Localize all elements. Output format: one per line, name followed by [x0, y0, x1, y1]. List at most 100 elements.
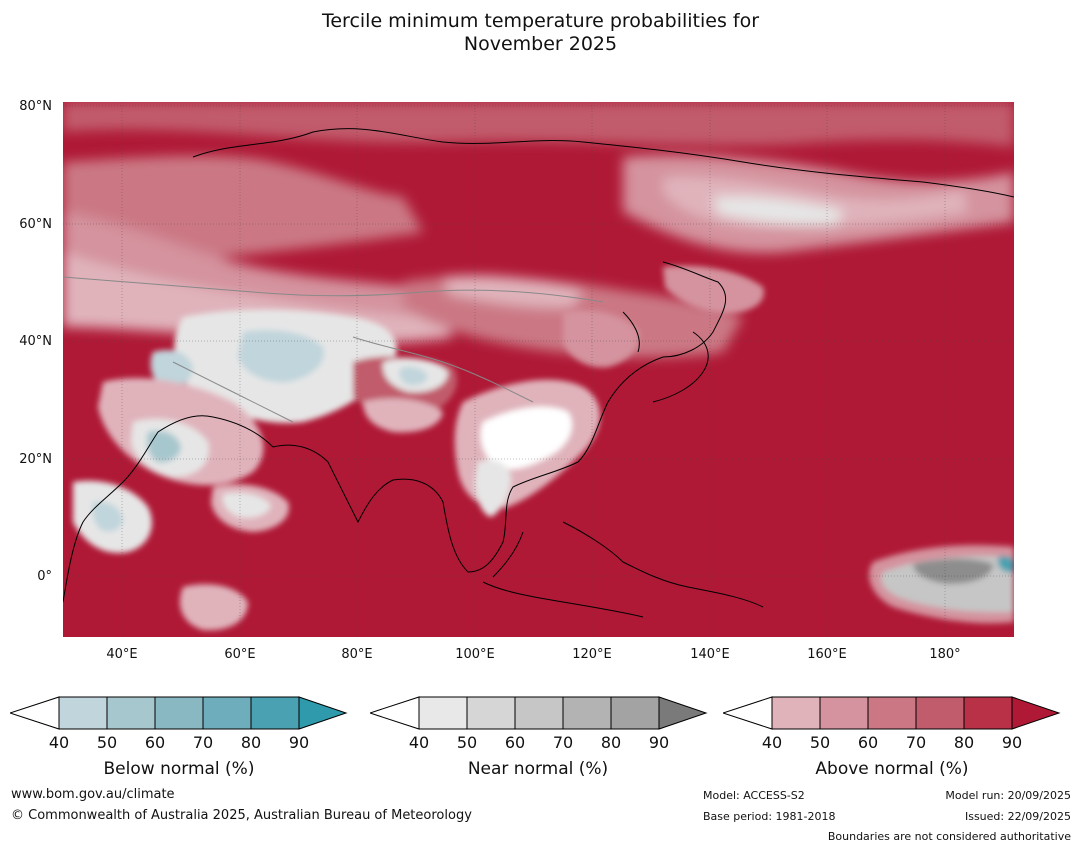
legend-near-tick: 90 [648, 733, 670, 752]
legend-above-tick: 40 [761, 733, 783, 752]
legend-above-swatch-60 [867, 696, 917, 730]
legend-near-tick: 70 [552, 733, 574, 752]
lon-label-80e: 80°E [341, 647, 373, 662]
lat-label-80n: 80°N [19, 99, 52, 114]
copyright-text: © Commonwealth of Australia 2025, Austra… [11, 808, 472, 823]
lat-label-60n: 60°N [19, 217, 52, 232]
graticule [63, 102, 1014, 637]
legend-near-normal-bar [370, 696, 708, 730]
website-link[interactable]: www.bom.gov.au/climate [11, 787, 175, 802]
coast-sumatra [492, 531, 524, 578]
legend-below-swatch-60 [154, 696, 204, 730]
legend-below-tick: 60 [144, 733, 166, 752]
lat-label-40n: 40°N [19, 334, 52, 349]
legend-above-swatch-70 [915, 696, 965, 730]
legend-near-tick: 40 [408, 733, 430, 752]
issued-text: Issued: 22/09/2025 [964, 810, 1071, 823]
legend-near-title: Near normal (%) [467, 759, 609, 779]
legend-near-swatch-40 [418, 696, 468, 730]
model-run-text: Model run: 20/09/2025 [945, 789, 1071, 802]
borders [63, 276, 604, 423]
contour-indochina-near [475, 460, 511, 517]
coast-east-china [467, 356, 664, 573]
legend-above-swatch-50 [819, 696, 869, 730]
coast-indonesia [562, 521, 764, 608]
lon-label-60e: 60°E [224, 647, 256, 662]
contour-okhotsk-50 [663, 265, 764, 314]
lon-label-40e: 40°E [106, 647, 138, 662]
map-svg [63, 102, 1014, 637]
legend-above-tick: 90 [1001, 733, 1023, 752]
legend-above-tick: 80 [953, 733, 975, 752]
legend-above-normal-bar [723, 696, 1061, 730]
border-russia [63, 276, 604, 303]
model-text: Model: ACCESS-S2 [703, 789, 805, 802]
lon-label-120e: 120°E [572, 647, 612, 662]
map-title: Tercile minimum temperature probabilitie… [0, 10, 1081, 56]
legend-near-min-arrow [370, 696, 420, 730]
legend-below-tick: 90 [288, 733, 310, 752]
legend-below-swatch-40 [58, 696, 108, 730]
legend-near-tick: 50 [456, 733, 478, 752]
legend-above-tick: 70 [905, 733, 927, 752]
legend-below-swatch-80 [250, 696, 300, 730]
probability-map [63, 102, 1014, 637]
base-period-text: Base period: 1981-2018 [703, 810, 836, 823]
contour-arabia-below [146, 430, 181, 463]
legend-below-max-arrow [298, 696, 348, 730]
legend-below-tick: 50 [96, 733, 118, 752]
near-below-contours [73, 265, 1014, 631]
legend-near-swatch-70 [562, 696, 612, 730]
contour-korea-50 [563, 310, 639, 368]
contour-yakutia-near [713, 196, 843, 225]
lon-label-160e: 160°E [807, 647, 847, 662]
legend-below-tick: 40 [48, 733, 70, 752]
lon-label-140e: 140°E [690, 647, 730, 662]
lat-label-20n: 20°N [19, 452, 52, 467]
coast-india [272, 444, 469, 573]
contour-pacific-below [998, 556, 1014, 573]
legend-below-tick: 80 [240, 733, 262, 752]
legend-below-min-arrow [10, 696, 60, 730]
contour-s-china-white [480, 406, 572, 470]
contour-tibet-below [399, 367, 428, 386]
legend-near-max-arrow [658, 696, 708, 730]
legend-near-tick: 60 [504, 733, 526, 752]
contour-tibet-40 [363, 398, 443, 433]
contour-caspian-below [150, 350, 193, 388]
contour-s-indian-40 [179, 584, 248, 631]
lat-label-0: 0° [37, 569, 52, 584]
legend-above-title: Above normal (%) [815, 759, 969, 779]
coast-arabia [63, 415, 274, 603]
legend-above-min-arrow [723, 696, 773, 730]
title-line-1: Tercile minimum temperature probabilitie… [321, 10, 760, 32]
legend-below-swatch-50 [106, 696, 156, 730]
legend-above-swatch-80 [963, 696, 1013, 730]
legend-near-swatch-80 [610, 696, 660, 730]
legend-above-tick: 50 [809, 733, 831, 752]
disclaimer-text: Boundaries are not considered authoritat… [827, 830, 1071, 843]
legend-below-normal-bar [10, 696, 348, 730]
lon-label-180: 180° [929, 647, 961, 662]
legend-near-swatch-60 [514, 696, 564, 730]
title-line-2: November 2025 [463, 33, 618, 55]
contour-pacific-near-80 [913, 558, 993, 584]
legend-below-title: Below normal (%) [103, 759, 255, 779]
coast-java [482, 581, 644, 618]
legend-above-swatch-40 [771, 696, 821, 730]
legend-below-tick: 70 [192, 733, 214, 752]
contour-horn-below [92, 501, 123, 532]
coastlines [63, 128, 1014, 618]
contour-somali-sea-near [222, 492, 271, 518]
border-china-south [352, 336, 534, 403]
lon-label-100e: 100°E [455, 647, 495, 662]
contour-central-asia-below [238, 330, 324, 383]
legend-below-swatch-70 [202, 696, 252, 730]
legend-near-swatch-50 [466, 696, 516, 730]
coast-japan-korea [622, 311, 709, 403]
coast-arctic [192, 128, 1014, 198]
coast-okhotsk [662, 261, 727, 358]
legend-near-tick: 80 [600, 733, 622, 752]
legend-above-max-arrow [1011, 696, 1061, 730]
legend-above-tick: 60 [857, 733, 879, 752]
